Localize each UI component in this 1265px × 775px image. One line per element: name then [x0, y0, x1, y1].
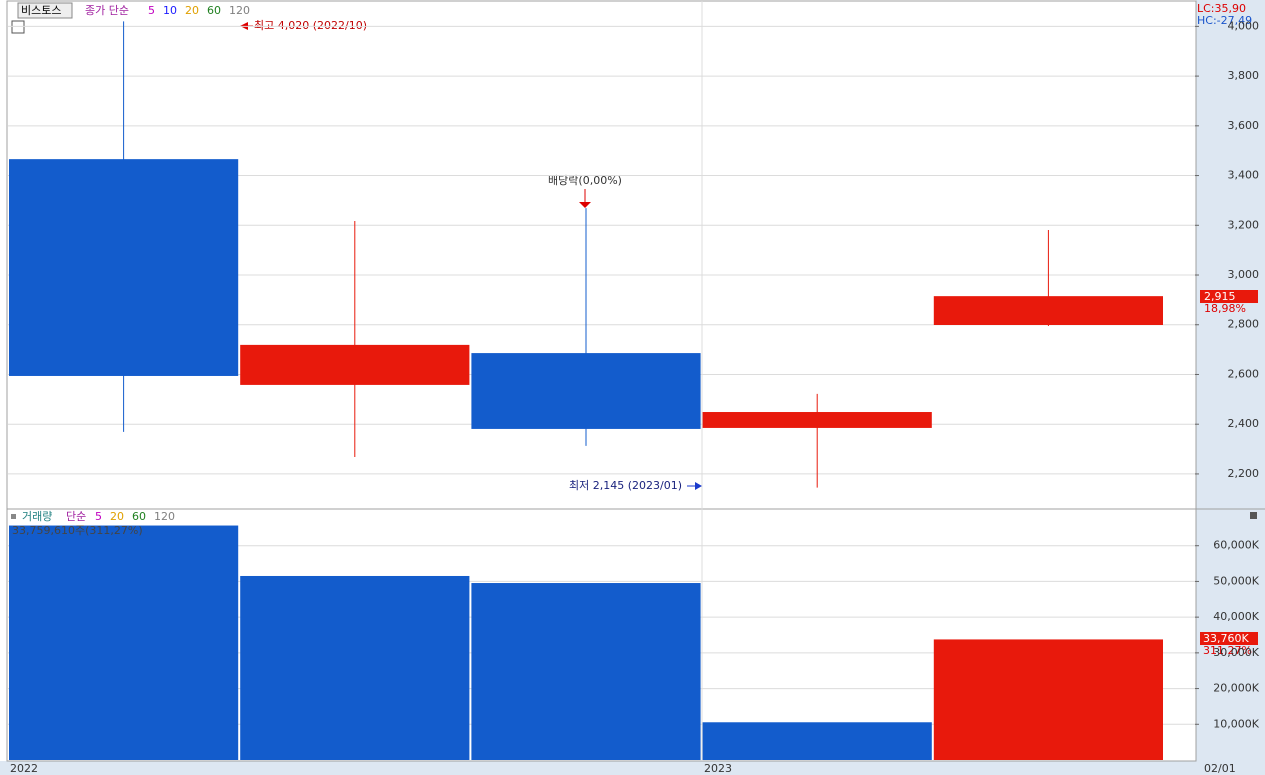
- y-tick-label: 40,000K: [1213, 610, 1259, 623]
- ma-legend: 20: [110, 510, 124, 523]
- y-tick-label: 3,600: [1228, 119, 1260, 132]
- ma-legend: 10: [163, 4, 177, 17]
- y-tick-label: 4,000: [1228, 19, 1260, 32]
- y-tick-label: 30,000K: [1213, 646, 1259, 659]
- candle-body: [240, 344, 470, 385]
- candle-body: [933, 296, 1163, 325]
- candle-body: [702, 412, 932, 428]
- volume-bar: [933, 639, 1163, 760]
- annotation: 33,759,610주(311,27%): [12, 524, 143, 537]
- candle-body: [471, 353, 701, 429]
- annotation: 배당락(0,00%): [548, 174, 622, 187]
- ma-legend: 120: [154, 510, 175, 523]
- chart-title: 비스토스: [21, 4, 61, 17]
- title-box: [17, 2, 73, 19]
- ma-legend: 20: [185, 4, 199, 17]
- y-axis-panel: [1196, 0, 1265, 775]
- last-volume-change: 311,27%: [1203, 644, 1252, 657]
- y-tick-label: 3,400: [1228, 169, 1260, 182]
- y-tick-label: 60,000K: [1213, 539, 1259, 552]
- ma-legend: 5: [148, 4, 155, 17]
- y-tick-label: 2,400: [1228, 417, 1260, 430]
- last-price: 2,915: [1204, 290, 1236, 303]
- y-tick-label: 2,600: [1228, 367, 1260, 380]
- volume-bar: [240, 575, 470, 760]
- arrow: [695, 482, 702, 490]
- y-tick-label: 3,800: [1228, 69, 1260, 82]
- hc-label: HC:-27,49: [1197, 14, 1252, 27]
- x-label: 02/01: [1204, 762, 1236, 775]
- volume-bar: [9, 525, 239, 760]
- y-tick-label: 50,000K: [1213, 574, 1259, 587]
- x-label: 2022: [10, 762, 38, 775]
- icon: [11, 514, 16, 519]
- annotation: 최고 4,020 (2022/10): [254, 19, 367, 32]
- lc-label: LC:35,90: [1197, 2, 1246, 15]
- ma-legend: 60: [132, 510, 146, 523]
- ma-legend: 120: [229, 4, 250, 17]
- y-tick-label: 2,800: [1228, 318, 1260, 331]
- icon[interactable]: [11, 20, 25, 34]
- x-label: 2023: [704, 762, 732, 775]
- volume-title: 거래량: [22, 510, 52, 523]
- y-tick-label: 10,000K: [1213, 717, 1259, 730]
- last-change: 18,98%: [1204, 302, 1246, 315]
- candle-body: [9, 159, 239, 376]
- annotation: 최저 2,145 (2023/01): [569, 479, 682, 492]
- ma-label: 단순: [66, 510, 86, 523]
- ma-legend: 60: [207, 4, 221, 17]
- ma-legend: 5: [95, 510, 102, 523]
- volume-bar: [702, 722, 932, 760]
- y-tick-label: 3,200: [1228, 218, 1260, 231]
- last-price-box: [1200, 290, 1258, 303]
- ma-label: 종가 단순: [85, 4, 129, 17]
- plot-frame: [6, 0, 1197, 762]
- close-button[interactable]: [1250, 512, 1257, 519]
- y-tick-label: 20,000K: [1213, 682, 1259, 695]
- arrow: [579, 202, 591, 208]
- last-volume: 33,760K: [1203, 632, 1249, 645]
- x-axis-panel: [0, 761, 1265, 775]
- y-tick-label: 2,200: [1228, 467, 1260, 480]
- y-tick-label: 3,000: [1228, 268, 1260, 281]
- volume-bar: [471, 583, 701, 760]
- last-volume-box: [1200, 632, 1258, 645]
